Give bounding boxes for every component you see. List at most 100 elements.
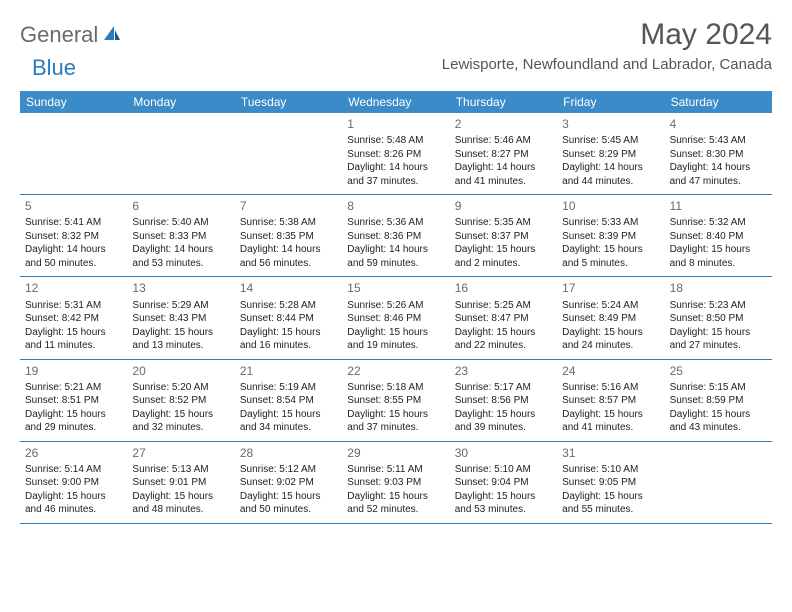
sunrise-text: Sunrise: 5:41 AM — [25, 216, 122, 230]
daylight-text: and 11 minutes. — [25, 339, 122, 353]
daylight-text: Daylight: 14 hours — [455, 161, 552, 175]
weekday-header: Sunday — [20, 91, 127, 113]
sunrise-text: Sunrise: 5:29 AM — [132, 299, 229, 313]
sunrise-text: Sunrise: 5:43 AM — [670, 134, 767, 148]
sunrise-text: Sunrise: 5:21 AM — [25, 381, 122, 395]
day-cell: 23Sunrise: 5:17 AMSunset: 8:56 PMDayligh… — [450, 360, 557, 441]
daylight-text: Daylight: 15 hours — [670, 408, 767, 422]
sunset-text: Sunset: 8:55 PM — [347, 394, 444, 408]
daylight-text: Daylight: 15 hours — [562, 408, 659, 422]
day-cell: 8 Sunrise: 5:36 AMSunset: 8:36 PMDaylight… — [342, 195, 449, 276]
day-cell: 30Sunrise: 5:10 AMSunset: 9:04 PMDayligh… — [450, 442, 557, 523]
daylight-text: Daylight: 15 hours — [562, 243, 659, 257]
daylight-text: Daylight: 14 hours — [347, 243, 444, 257]
day-number: 6 — [132, 198, 229, 214]
sunset-text: Sunset: 8:29 PM — [562, 148, 659, 162]
day-number: 2 — [455, 116, 552, 132]
sunrise-text: Sunrise: 5:45 AM — [562, 134, 659, 148]
day-cell: 2Sunrise: 5:46 AMSunset: 8:27 PMDaylight… — [450, 113, 557, 194]
day-cell: 12Sunrise: 5:31 AMSunset: 8:42 PMDayligh… — [20, 277, 127, 358]
day-number: 16 — [455, 280, 552, 296]
daylight-text: and 8 minutes. — [670, 257, 767, 271]
day-number: 21 — [240, 363, 337, 379]
day-number: 30 — [455, 445, 552, 461]
day-cell: 7Sunrise: 5:38 AMSunset: 8:35 PMDaylight… — [235, 195, 342, 276]
weekday-header-row: SundayMondayTuesdayWednesdayThursdayFrid… — [20, 91, 772, 113]
sunrise-text: Sunrise: 5:24 AM — [562, 299, 659, 313]
daylight-text: and 46 minutes. — [25, 503, 122, 517]
sunset-text: Sunset: 8:39 PM — [562, 230, 659, 244]
day-cell: 27Sunrise: 5:13 AMSunset: 9:01 PMDayligh… — [127, 442, 234, 523]
daylight-text: Daylight: 14 hours — [562, 161, 659, 175]
daylight-text: and 37 minutes. — [347, 421, 444, 435]
day-cell: 28Sunrise: 5:12 AMSunset: 9:02 PMDayligh… — [235, 442, 342, 523]
day-cell: 26Sunrise: 5:14 AMSunset: 9:00 PMDayligh… — [20, 442, 127, 523]
sunrise-text: Sunrise: 5:12 AM — [240, 463, 337, 477]
daylight-text: Daylight: 15 hours — [455, 326, 552, 340]
day-cell: 13Sunrise: 5:29 AMSunset: 8:43 PMDayligh… — [127, 277, 234, 358]
day-number: 25 — [670, 363, 767, 379]
sunset-text: Sunset: 8:50 PM — [670, 312, 767, 326]
daylight-text: Daylight: 15 hours — [25, 326, 122, 340]
day-number: 18 — [670, 280, 767, 296]
day-number: 13 — [132, 280, 229, 296]
empty-day — [235, 113, 342, 194]
daylight-text: and 34 minutes. — [240, 421, 337, 435]
day-number: 24 — [562, 363, 659, 379]
day-cell: 19Sunrise: 5:21 AMSunset: 8:51 PMDayligh… — [20, 360, 127, 441]
day-cell: 14Sunrise: 5:28 AMSunset: 8:44 PMDayligh… — [235, 277, 342, 358]
sunset-text: Sunset: 8:37 PM — [455, 230, 552, 244]
sunrise-text: Sunrise: 5:48 AM — [347, 134, 444, 148]
sunrise-text: Sunrise: 5:15 AM — [670, 381, 767, 395]
day-cell: 3 Sunrise: 5:45 AMSunset: 8:29 PMDaylight… — [557, 113, 664, 194]
sunrise-text: Sunrise: 5:46 AM — [455, 134, 552, 148]
daylight-text: Daylight: 15 hours — [240, 326, 337, 340]
sunset-text: Sunset: 8:36 PM — [347, 230, 444, 244]
day-number: 22 — [347, 363, 444, 379]
daylight-text: Daylight: 15 hours — [670, 243, 767, 257]
week-row: 19Sunrise: 5:21 AMSunset: 8:51 PMDayligh… — [20, 360, 772, 442]
calendar: SundayMondayTuesdayWednesdayThursdayFrid… — [20, 91, 772, 524]
day-number: 8 — [347, 198, 444, 214]
weekday-header: Friday — [557, 91, 664, 113]
sunset-text: Sunset: 9:00 PM — [25, 476, 122, 490]
day-number: 3 — [562, 116, 659, 132]
empty-day — [127, 113, 234, 194]
daylight-text: and 43 minutes. — [670, 421, 767, 435]
day-cell: 31Sunrise: 5:10 AMSunset: 9:05 PMDayligh… — [557, 442, 664, 523]
day-number: 5 — [25, 198, 122, 214]
sunrise-text: Sunrise: 5:36 AM — [347, 216, 444, 230]
weeks-container: 1Sunrise: 5:48 AMSunset: 8:26 PMDaylight… — [20, 113, 772, 524]
daylight-text: Daylight: 14 hours — [132, 243, 229, 257]
day-cell: 16Sunrise: 5:25 AMSunset: 8:47 PMDayligh… — [450, 277, 557, 358]
week-row: 26Sunrise: 5:14 AMSunset: 9:00 PMDayligh… — [20, 442, 772, 524]
sunset-text: Sunset: 8:26 PM — [347, 148, 444, 162]
sunset-text: Sunset: 8:56 PM — [455, 394, 552, 408]
sunrise-text: Sunrise: 5:13 AM — [132, 463, 229, 477]
weekday-header: Saturday — [665, 91, 772, 113]
sunrise-text: Sunrise: 5:32 AM — [670, 216, 767, 230]
sunset-text: Sunset: 8:43 PM — [132, 312, 229, 326]
day-cell: 9Sunrise: 5:35 AMSunset: 8:37 PMDaylight… — [450, 195, 557, 276]
day-cell: 11Sunrise: 5:32 AMSunset: 8:40 PMDayligh… — [665, 195, 772, 276]
day-cell: 20Sunrise: 5:20 AMSunset: 8:52 PMDayligh… — [127, 360, 234, 441]
day-number: 19 — [25, 363, 122, 379]
daylight-text: and 16 minutes. — [240, 339, 337, 353]
sunrise-text: Sunrise: 5:10 AM — [562, 463, 659, 477]
daylight-text: Daylight: 15 hours — [562, 326, 659, 340]
daylight-text: Daylight: 15 hours — [132, 408, 229, 422]
day-number: 31 — [562, 445, 659, 461]
day-number: 11 — [670, 198, 767, 214]
daylight-text: Daylight: 15 hours — [240, 490, 337, 504]
day-number: 9 — [455, 198, 552, 214]
sunrise-text: Sunrise: 5:11 AM — [347, 463, 444, 477]
day-number: 29 — [347, 445, 444, 461]
day-number: 28 — [240, 445, 337, 461]
daylight-text: Daylight: 15 hours — [25, 490, 122, 504]
sunset-text: Sunset: 8:54 PM — [240, 394, 337, 408]
day-cell: 17Sunrise: 5:24 AMSunset: 8:49 PMDayligh… — [557, 277, 664, 358]
week-row: 5 Sunrise: 5:41 AMSunset: 8:32 PM Daylight… — [20, 195, 772, 277]
daylight-text: and 50 minutes. — [240, 503, 337, 517]
day-number: 20 — [132, 363, 229, 379]
sunset-text: Sunset: 8:32 PM — [25, 230, 122, 244]
